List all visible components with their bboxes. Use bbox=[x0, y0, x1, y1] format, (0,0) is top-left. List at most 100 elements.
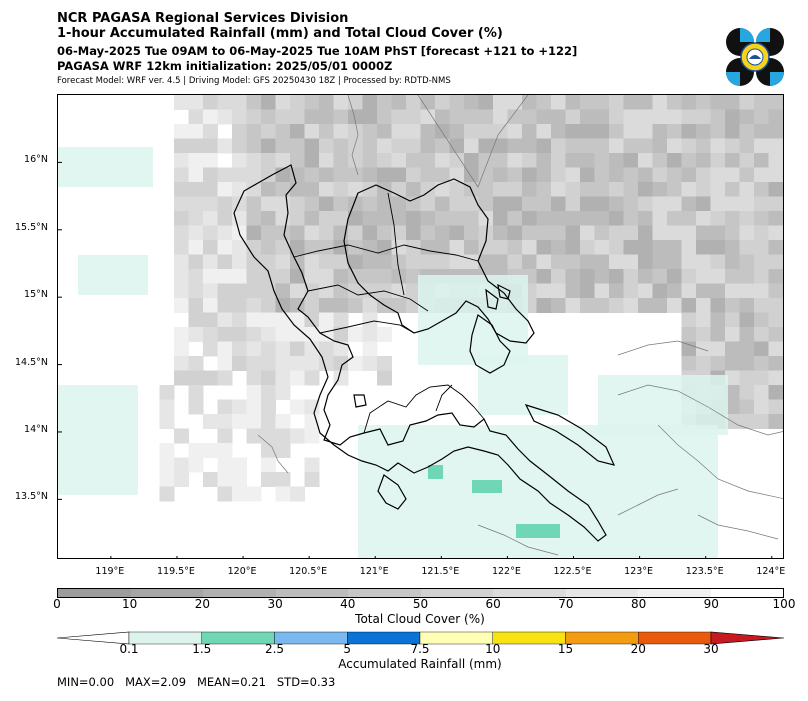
cloud-cover-swatch bbox=[203, 589, 276, 597]
cloud-cell bbox=[420, 153, 436, 168]
cloud-cell bbox=[725, 385, 740, 400]
cloud-cell bbox=[174, 138, 189, 154]
cloud-cell bbox=[652, 225, 668, 241]
cloud-cell bbox=[754, 153, 769, 168]
cloud-cell bbox=[551, 182, 566, 197]
cloud-cell bbox=[319, 269, 334, 284]
cloud-cell bbox=[261, 472, 276, 487]
cloud-cell bbox=[609, 254, 624, 270]
map-title: NCR PAGASA Regional Services Division bbox=[57, 11, 349, 26]
cloud-cell bbox=[203, 211, 218, 226]
cloud-cell bbox=[623, 298, 639, 313]
cloud-cell bbox=[652, 167, 668, 183]
cloud-cell bbox=[667, 95, 682, 110]
cloud-cell bbox=[478, 196, 494, 212]
cloud-cell bbox=[652, 109, 668, 125]
cloud-cell bbox=[290, 167, 305, 183]
cloud-cell bbox=[783, 110, 784, 125]
cloud-cell bbox=[232, 109, 247, 125]
cloud-cell bbox=[275, 124, 291, 139]
cloud-cell bbox=[217, 240, 233, 255]
cloud-cell bbox=[754, 269, 769, 284]
rainfall-swatch bbox=[638, 631, 712, 645]
cloud-cover-swatch bbox=[275, 589, 348, 597]
cloud-cell bbox=[333, 95, 349, 110]
cloud-cell bbox=[609, 211, 624, 226]
cloud-cell bbox=[667, 254, 682, 270]
cloud-cell bbox=[623, 225, 639, 241]
cloud-cell bbox=[391, 95, 407, 110]
cloud-cell bbox=[536, 240, 552, 255]
cloud-cell bbox=[507, 95, 523, 110]
cloud-cell bbox=[232, 254, 247, 270]
cloud-cell bbox=[768, 167, 783, 183]
cloud-cell bbox=[710, 95, 726, 110]
cloud-cell bbox=[768, 414, 783, 429]
cloud-cell bbox=[232, 211, 247, 226]
cloud-cell bbox=[623, 269, 639, 284]
cloud-cell bbox=[261, 138, 276, 154]
cloud-cell bbox=[232, 196, 247, 212]
cloud-cell bbox=[435, 167, 450, 183]
cloud-cell bbox=[739, 399, 755, 415]
cloud-cell bbox=[739, 240, 755, 255]
cloud-cell bbox=[696, 254, 711, 270]
cloud-cell bbox=[754, 138, 769, 154]
cloud-cell bbox=[507, 254, 523, 270]
cloud-cell bbox=[377, 327, 392, 342]
cloud-cell bbox=[217, 283, 233, 299]
cloud-cell bbox=[754, 167, 769, 183]
cloud-cell bbox=[594, 283, 610, 299]
cloud-cell bbox=[464, 109, 479, 125]
cloud-cell bbox=[565, 138, 581, 154]
cloud-cell bbox=[203, 327, 218, 342]
cloud-cell bbox=[203, 153, 218, 168]
cloud-cell bbox=[739, 95, 755, 110]
cloud-cell bbox=[188, 254, 204, 270]
cloud-cell bbox=[754, 399, 769, 415]
cloud-cell bbox=[507, 225, 523, 241]
cloud-cell bbox=[652, 211, 668, 226]
lon-label: 123°E bbox=[624, 566, 654, 577]
cloud-cell bbox=[362, 269, 378, 284]
cloud-cell bbox=[174, 341, 189, 357]
cloud-cell bbox=[754, 211, 769, 226]
cloud-cell bbox=[275, 356, 291, 371]
cloud-cell bbox=[667, 124, 682, 139]
map-subtitle: 1-hour Accumulated Rainfall (mm) and Tot… bbox=[57, 26, 503, 41]
cloud-cell bbox=[348, 240, 363, 255]
cloud-cell bbox=[174, 124, 189, 139]
cloud-cell bbox=[594, 254, 610, 270]
cloud-cell bbox=[203, 196, 218, 212]
cloud-cell bbox=[232, 283, 247, 299]
cloud-cell bbox=[319, 240, 334, 255]
cloud-cell bbox=[522, 211, 537, 226]
cloud-cell bbox=[203, 240, 218, 255]
cloud-cell bbox=[710, 341, 726, 357]
cloud-cell bbox=[652, 240, 668, 255]
cloud-cell bbox=[609, 225, 624, 241]
rainfall-patch bbox=[358, 425, 718, 558]
cloud-cell bbox=[783, 371, 784, 386]
cloud-cell bbox=[681, 240, 697, 255]
cloud-cell bbox=[435, 225, 450, 241]
cloud-cell bbox=[768, 370, 783, 386]
cloud-cell bbox=[710, 196, 726, 212]
cloud-cell bbox=[188, 211, 204, 226]
cloud-cell bbox=[725, 211, 740, 226]
cloud-cell bbox=[536, 153, 552, 168]
cloud-cell bbox=[159, 385, 175, 400]
cloud-cell bbox=[783, 313, 784, 328]
cloud-cell bbox=[391, 283, 407, 299]
cloud-cell bbox=[232, 124, 247, 139]
cloud-cell bbox=[493, 182, 508, 197]
cloud-cell bbox=[696, 269, 711, 284]
cloud-cell bbox=[188, 399, 204, 415]
cloud-cell bbox=[275, 269, 291, 284]
cloud-cell bbox=[362, 312, 378, 328]
cloud-cover-swatch bbox=[420, 589, 493, 597]
cloud-cell bbox=[391, 167, 407, 183]
cloud-cell bbox=[377, 196, 392, 212]
cloud-cell bbox=[768, 225, 783, 241]
cloud-cell bbox=[261, 196, 276, 212]
